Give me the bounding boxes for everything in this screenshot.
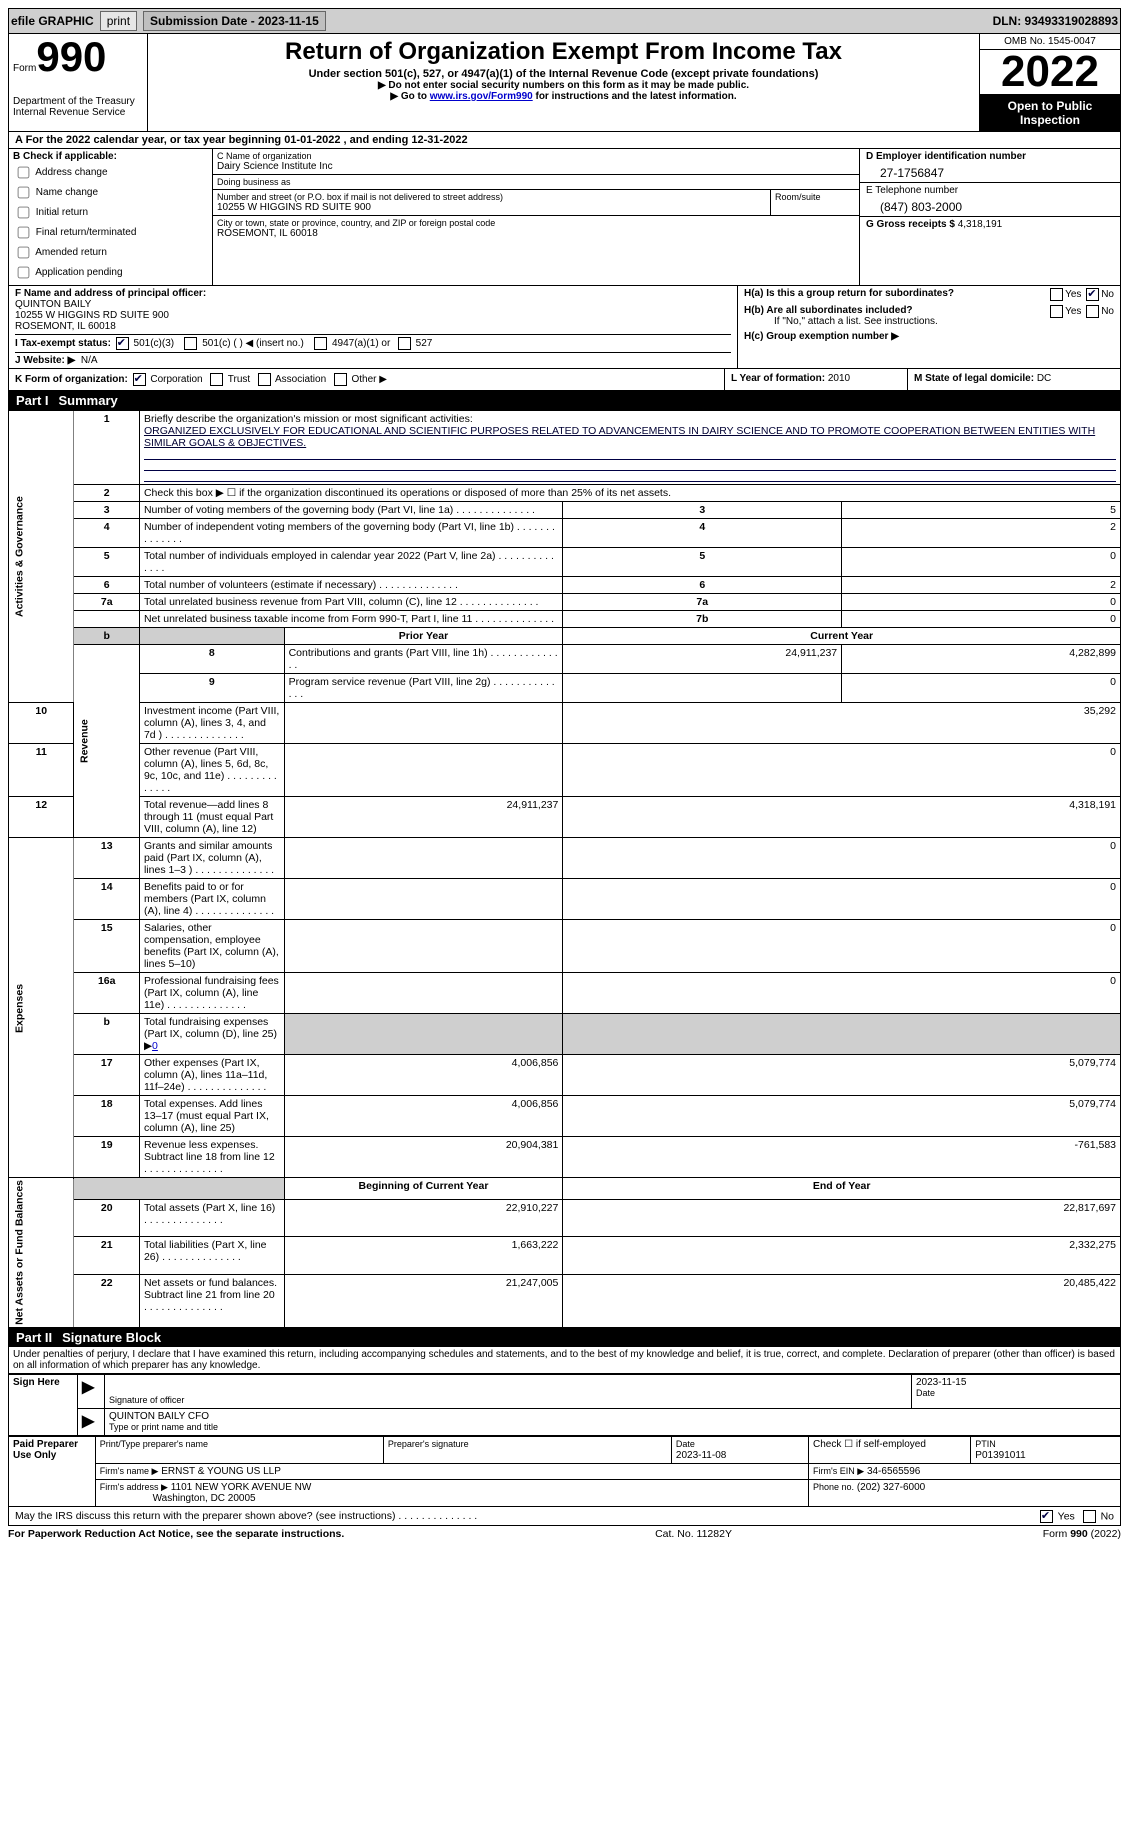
chk-527[interactable] <box>398 337 411 350</box>
form-number: 990 <box>36 36 106 78</box>
chk-initial[interactable]: Initial return <box>13 203 208 222</box>
chk-501c[interactable] <box>184 337 197 350</box>
discuss-no[interactable] <box>1083 1510 1096 1523</box>
line-a: A For the 2022 calendar year, or tax yea… <box>8 132 1121 149</box>
chk-pending[interactable]: Application pending <box>13 263 208 282</box>
website: N/A <box>81 355 98 366</box>
state-domicile: DC <box>1037 373 1051 384</box>
open-inspection: Open to Public Inspection <box>980 95 1120 131</box>
chk-assoc[interactable] <box>258 373 271 386</box>
print-button[interactable]: print <box>100 11 137 31</box>
city: ROSEMONT, IL 60018 <box>217 228 855 239</box>
note-ssn: ▶ Do not enter social security numbers o… <box>154 80 973 91</box>
note-goto: ▶ Go to www.irs.gov/Form990 for instruct… <box>154 91 973 102</box>
officer-title: QUINTON BAILY CFO <box>109 1411 209 1422</box>
chk-4947[interactable] <box>314 337 327 350</box>
part1-header: Part I Summary <box>8 391 1121 410</box>
section-fh: F Name and address of principal officer:… <box>8 286 1121 369</box>
form-title: Return of Organization Exempt From Incom… <box>154 38 973 66</box>
efile-label: efile GRAPHIC <box>11 14 94 28</box>
fundraising-link[interactable]: 0 <box>152 1040 158 1052</box>
officer-name: QUINTON BAILY <box>15 299 91 310</box>
arrow-icon: ▶ <box>82 1377 94 1397</box>
irs-link[interactable]: www.irs.gov/Form990 <box>430 91 533 102</box>
tab-netassets: Net Assets or Fund Balances <box>9 1178 74 1328</box>
chk-corp[interactable] <box>133 373 146 386</box>
tab-expenses: Expenses <box>9 838 74 1178</box>
dept: Department of the Treasury <box>13 96 143 107</box>
chk-name[interactable]: Name change <box>13 183 208 202</box>
box-c: C Name of organization Dairy Science Ins… <box>213 149 859 285</box>
tab-activities: Activities & Governance <box>9 411 74 703</box>
part2-header: Part II Signature Block <box>8 1328 1121 1347</box>
chk-amended[interactable]: Amended return <box>13 243 208 262</box>
arrow-icon: ▶ <box>82 1411 94 1431</box>
prep-date: 2023-11-08 <box>676 1450 726 1461</box>
ein: 27-1756847 <box>866 162 1114 180</box>
sig-date: 2023-11-15 <box>916 1377 966 1388</box>
street: 10255 W HIGGINS RD SUITE 900 <box>217 202 766 213</box>
phone: (847) 803-2000 <box>866 196 1114 214</box>
chk-501c3[interactable] <box>116 337 129 350</box>
chk-final[interactable]: Final return/terminated <box>13 223 208 242</box>
form-header: Form990 Department of the Treasury Inter… <box>8 34 1121 132</box>
box-deg: D Employer identification number 27-1756… <box>859 149 1120 285</box>
gross-receipts: 4,318,191 <box>958 219 1003 230</box>
year-formation: 2010 <box>828 373 850 384</box>
section-klm: K Form of organization: Corporation Trus… <box>8 369 1121 391</box>
sign-here-block: Sign Here ▶ Signature of officer 2023-11… <box>8 1374 1121 1436</box>
ha-yes[interactable] <box>1050 288 1063 301</box>
tax-year: 2022 <box>980 50 1120 95</box>
chk-trust[interactable] <box>210 373 223 386</box>
tab-revenue: Revenue <box>74 645 139 838</box>
discuss-yes[interactable] <box>1040 1510 1053 1523</box>
ptin: P01391011 <box>975 1450 1025 1461</box>
top-bar: efile GRAPHIC print Submission Date - 20… <box>8 8 1121 34</box>
summary-table: Activities & Governance 1 Briefly descri… <box>8 410 1121 1328</box>
chk-address[interactable]: Address change <box>13 163 208 182</box>
hb-yes[interactable] <box>1050 305 1063 318</box>
box-b: B Check if applicable: Address change Na… <box>9 149 213 285</box>
hb-no[interactable] <box>1086 305 1099 318</box>
irs: Internal Revenue Service <box>13 107 143 118</box>
form-subtitle: Under section 501(c), 527, or 4947(a)(1)… <box>154 68 973 80</box>
page-footer: For Paperwork Reduction Act Notice, see … <box>8 1526 1121 1542</box>
form-word: Form <box>13 63 36 74</box>
discuss-row: May the IRS discuss this return with the… <box>8 1507 1121 1526</box>
dln: DLN: 93493319028893 <box>993 14 1118 28</box>
mission: ORGANIZED EXCLUSIVELY FOR EDUCATIONAL AN… <box>144 425 1095 449</box>
declaration: Under penalties of perjury, I declare th… <box>8 1347 1121 1374</box>
firm-name: ERNST & YOUNG US LLP <box>161 1466 281 1477</box>
submission-date: Submission Date - 2023-11-15 <box>143 11 326 31</box>
firm-phone: (202) 327-6000 <box>857 1482 925 1493</box>
section-bcdeg: B Check if applicable: Address change Na… <box>8 149 1121 286</box>
chk-other[interactable] <box>334 373 347 386</box>
firm-ein: 34-6565596 <box>867 1466 920 1477</box>
paid-preparer-block: Paid Preparer Use Only Print/Type prepar… <box>8 1436 1121 1507</box>
org-name: Dairy Science Institute Inc <box>217 161 855 172</box>
ha-no[interactable] <box>1086 288 1099 301</box>
